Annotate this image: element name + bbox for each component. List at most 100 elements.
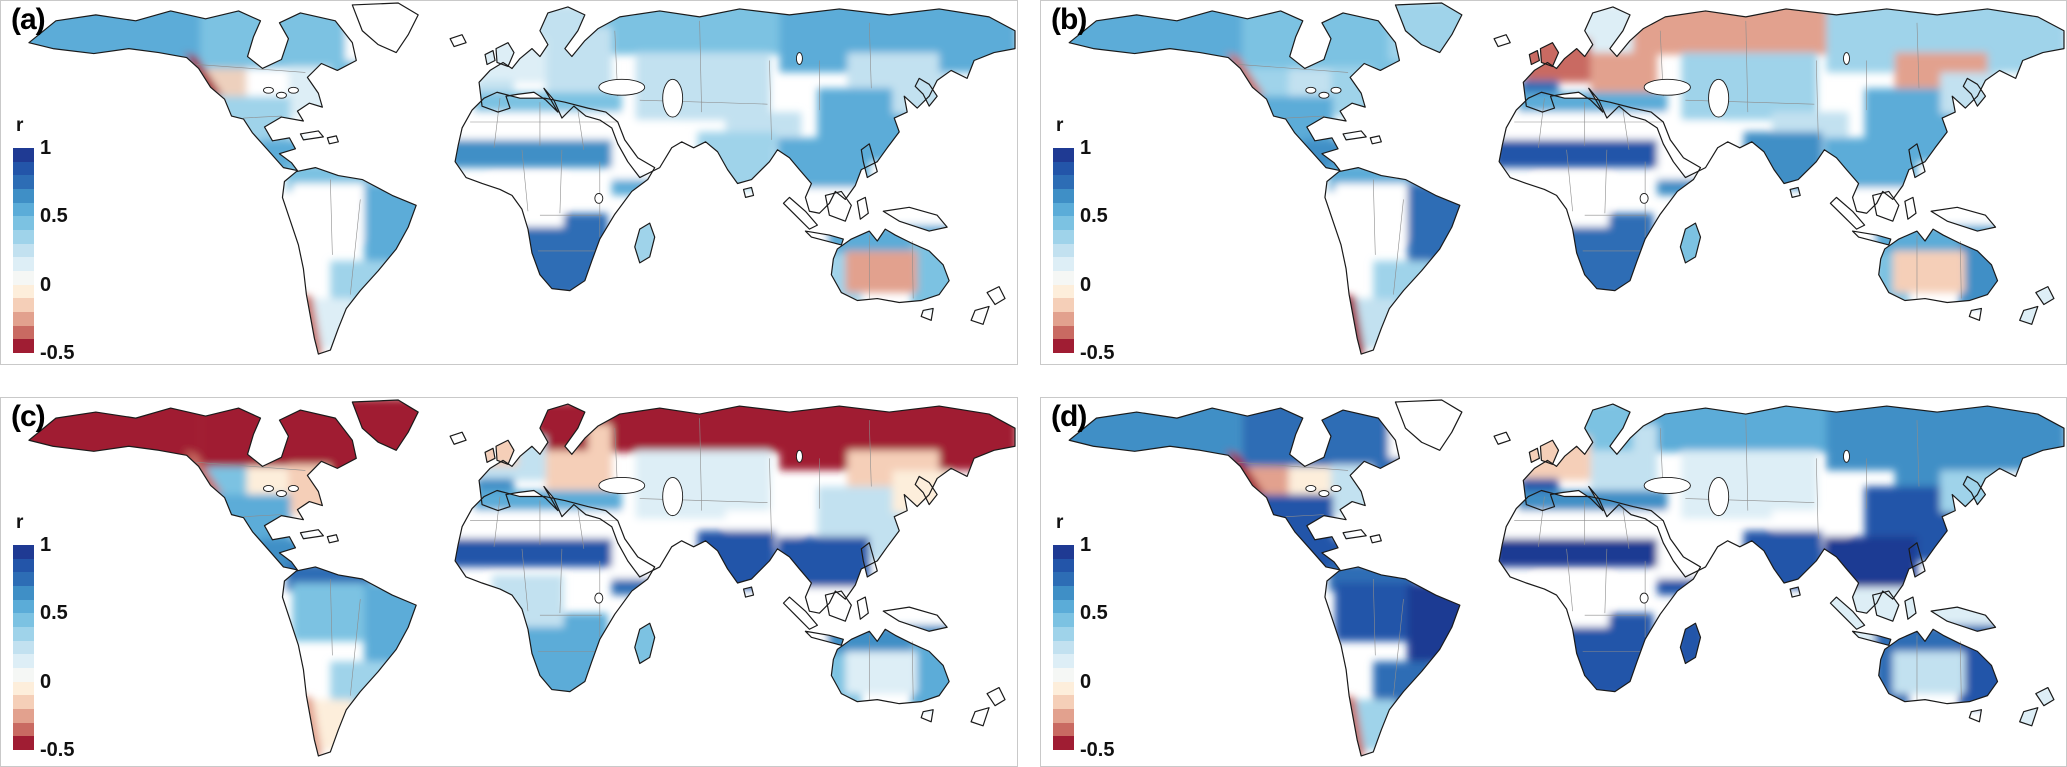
colorbar-segment: [13, 161, 34, 176]
panel-label: (d): [1051, 400, 1087, 433]
region-overlays: [28, 400, 1016, 756]
colorbar-segment: [1053, 736, 1074, 751]
world-map-c: [28, 399, 1016, 757]
colorbar-segment: [13, 545, 34, 559]
region-sahara: [452, 510, 624, 541]
colorbar-segment: [1053, 654, 1074, 669]
colorbar-segment: [1053, 284, 1074, 299]
colorbar-segment: [1053, 681, 1074, 696]
colorbar-bar: [13, 545, 34, 751]
region-japan-korea: [1940, 470, 1999, 513]
region-sahara: [1496, 510, 1670, 541]
colorbar-tick: 0.5: [40, 602, 68, 625]
region-central-america: [1300, 538, 1347, 573]
colorbar-segment: [13, 271, 34, 285]
panel-label: (c): [11, 400, 46, 433]
colorbar-segment: [13, 312, 34, 326]
colorbar-segment: [13, 599, 34, 614]
colorbar-segment: [13, 325, 34, 340]
colorbar-tick: 1: [1080, 137, 1092, 159]
map-host: [1041, 1, 2066, 364]
region-greenland: [1388, 400, 1474, 459]
colorbar-segment: [13, 640, 34, 655]
colorbar-segment: [1053, 627, 1074, 641]
colorbar-tick: 1: [40, 534, 52, 556]
colorbar-segment: [13, 722, 34, 737]
country-borders: [196, 418, 914, 700]
colorbar-segment: [13, 298, 34, 313]
colorbar-bar: [13, 148, 34, 354]
colorbar-segment: [1053, 558, 1074, 573]
region-india: [1743, 530, 1823, 590]
colorbar-tick: 0.5: [40, 205, 68, 228]
colorbar-segment: [13, 257, 34, 272]
lakes: [263, 449, 803, 604]
colorbar-title: r: [16, 115, 24, 136]
colorbar-segment: [1053, 545, 1074, 559]
colorbar-tick: 1: [40, 137, 52, 159]
colorbar-segment: [1053, 230, 1074, 244]
region-australia-center: [1892, 250, 1966, 293]
country-borders: [196, 20, 914, 299]
colorbar-title: r: [16, 512, 24, 533]
colorbar-tick: 0.5: [1080, 602, 1108, 625]
map-host: [1041, 398, 2066, 766]
colorbar-segment: [1053, 640, 1074, 655]
region-greenland: [345, 2, 431, 61]
colorbar-segment: [13, 175, 34, 190]
colorbar-tick: 0: [1080, 273, 1092, 296]
colorbar-segment: [13, 668, 34, 682]
colorbar-segment: [1053, 202, 1074, 217]
panel-label: (a): [11, 3, 46, 36]
colorbar-segment: [13, 558, 34, 573]
colorbar-segment: [1053, 175, 1074, 190]
colorbar-title: r: [1056, 512, 1064, 533]
region-india: [697, 530, 776, 590]
map-host: [1, 398, 1017, 766]
region-north-africa-coast: [1518, 92, 1668, 117]
colorbar-segment: [13, 586, 34, 600]
region-central-america: [258, 139, 304, 174]
region-australia-center: [845, 250, 918, 293]
colorbar-segment: [1053, 695, 1074, 710]
region-sahara: [1496, 112, 1670, 142]
colorbar-segment: [1053, 325, 1074, 340]
region-japan-korea: [892, 470, 951, 513]
colorbar-segment: [13, 627, 34, 641]
region-central-america: [258, 538, 304, 573]
panel-label: (b): [1051, 3, 1087, 36]
colorbar-tick: -0.5: [1080, 739, 1115, 761]
lakes: [1305, 449, 1850, 604]
colorbar-tick: 0: [1080, 670, 1092, 693]
map-panel-b: (b) r 1 0.5 0 -0.5: [1040, 0, 2067, 365]
colorbar-segment: [1053, 572, 1074, 587]
region-amazon-west: [1335, 183, 1408, 242]
coastlines: [1068, 2, 2065, 355]
colorbar-segment: [13, 681, 34, 696]
colorbar-segment: [1053, 709, 1074, 723]
region-japan-korea: [1940, 72, 1999, 115]
colorbar-bar: [1053, 545, 1074, 751]
region-overlays: [1069, 400, 2064, 756]
region-central-asia: [1681, 52, 1818, 121]
country-borders: [1238, 418, 1962, 700]
lakes: [263, 52, 803, 204]
map-host: [1, 1, 1017, 364]
region-overlays: [28, 2, 1016, 355]
region-central-asia: [635, 52, 771, 121]
region-amazon-west: [1335, 583, 1408, 642]
colorbar-segment: [13, 695, 34, 710]
colorbar-segment: [1053, 298, 1074, 313]
world-map-a: [28, 2, 1016, 355]
region-congo: [492, 574, 564, 628]
colorbar-segment: [1053, 216, 1074, 231]
colorbar-segment: [1053, 257, 1074, 272]
colorbar-segment: [13, 243, 34, 258]
colorbar-tick: 0: [40, 670, 52, 693]
colorbar-segment: [1053, 312, 1074, 326]
colorbar-segment: [13, 148, 34, 162]
colorbar-tick: -0.5: [40, 342, 75, 364]
region-congo: [1536, 175, 1609, 228]
colorbar-bar: [1053, 148, 1074, 354]
